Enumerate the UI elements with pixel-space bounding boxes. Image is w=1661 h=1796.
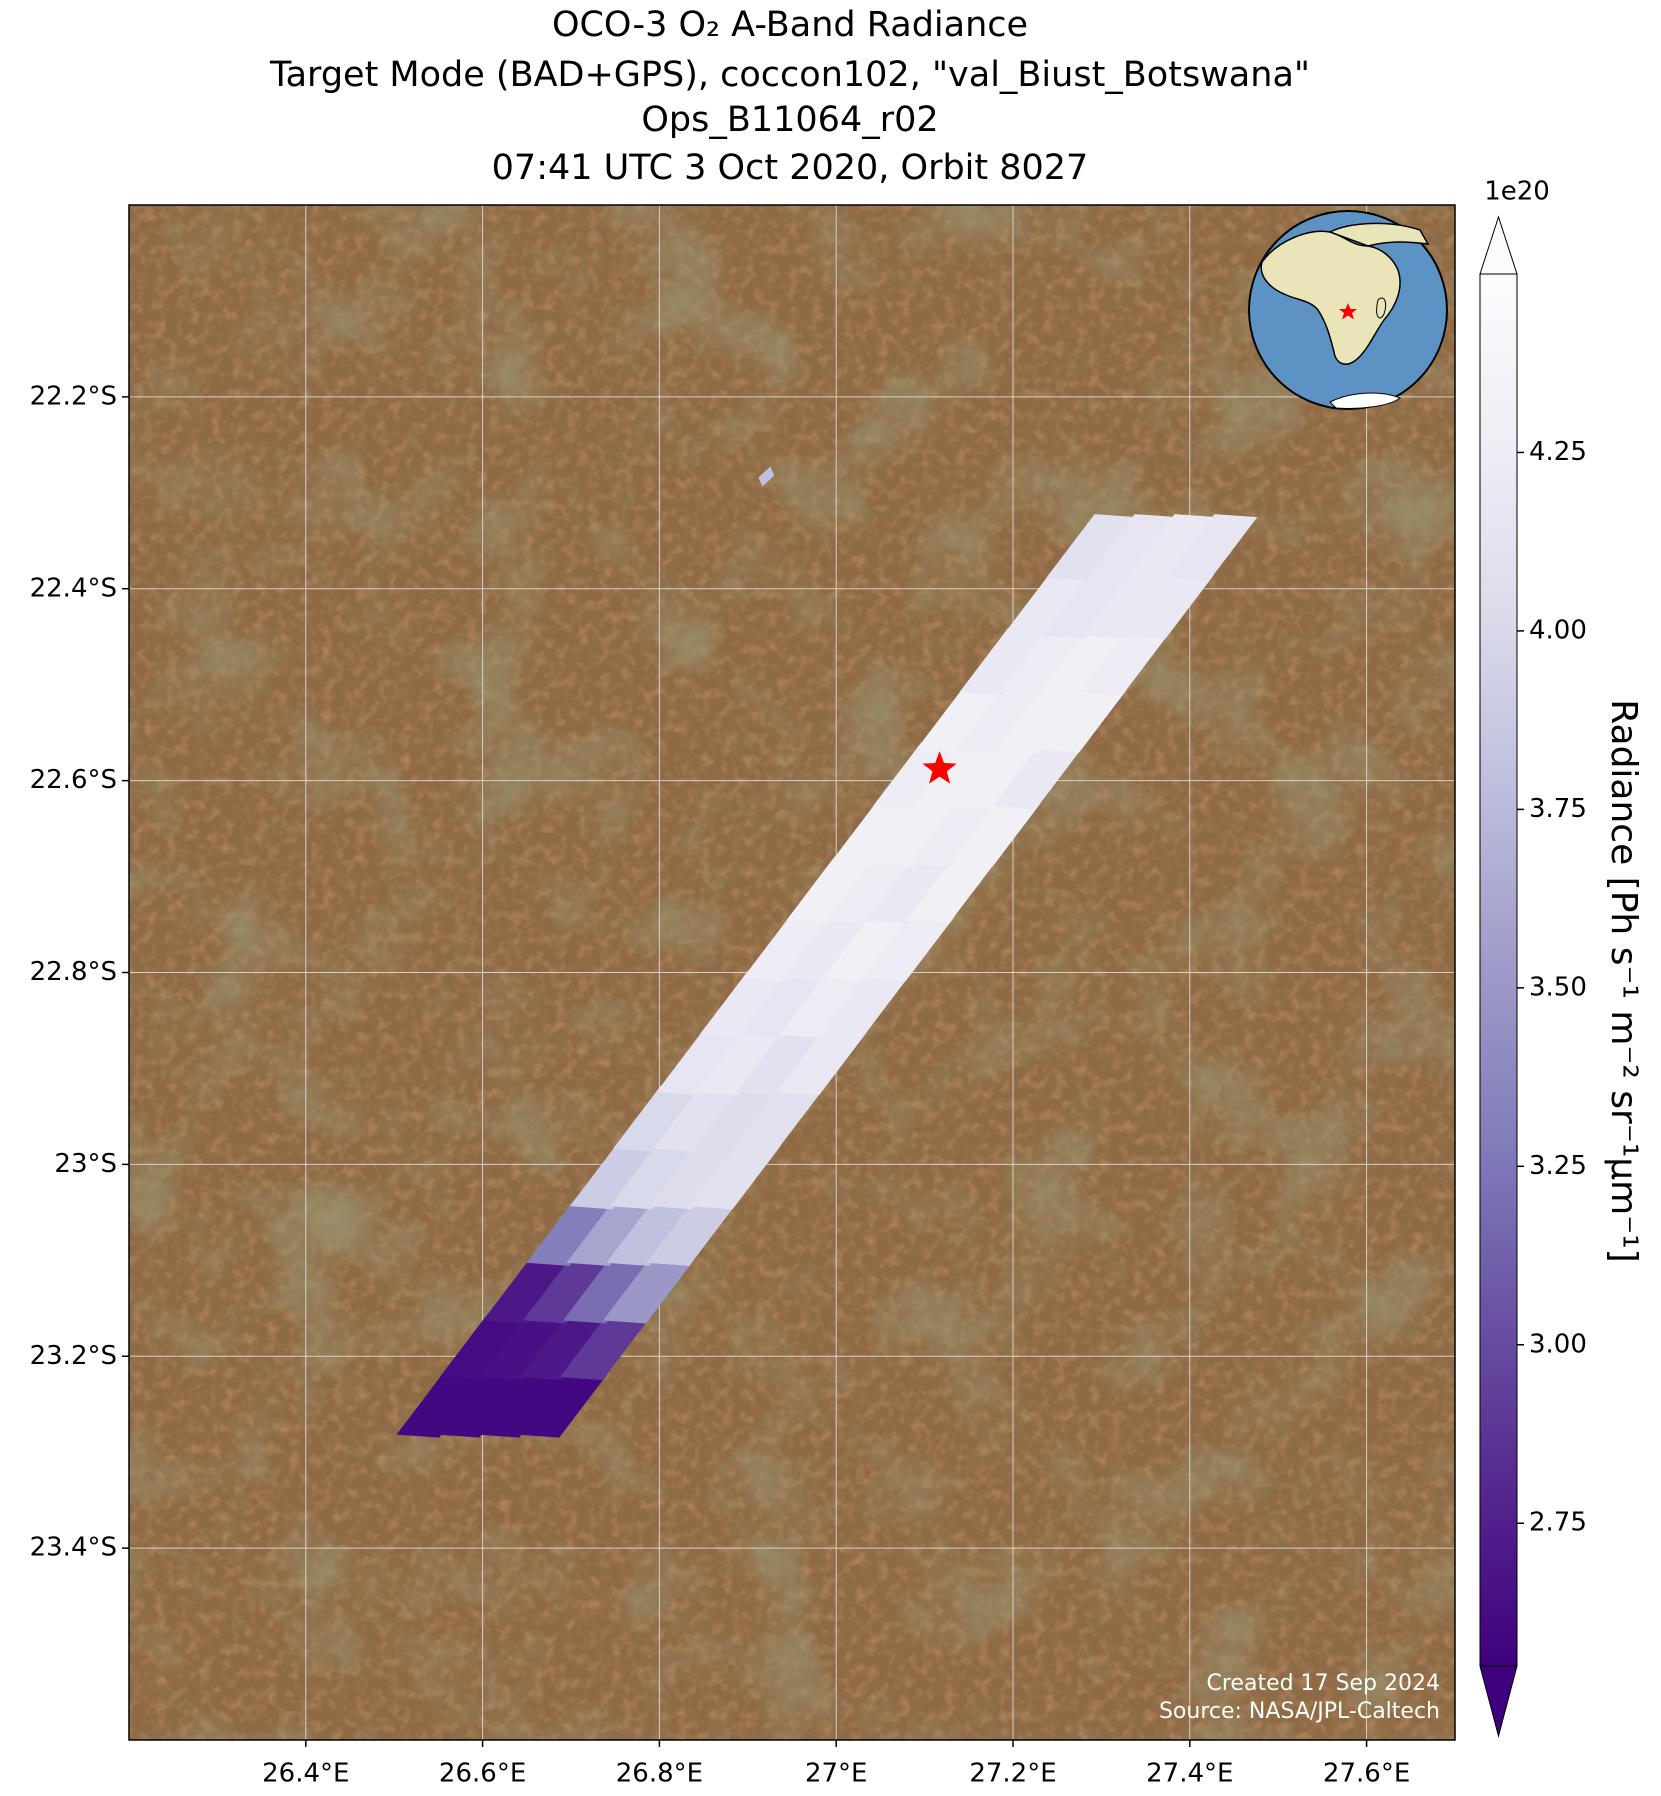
x-tick-label: 27.2°E [969, 1759, 1056, 1789]
x-tick-label: 27.6°E [1323, 1759, 1410, 1789]
globe-target [1339, 303, 1357, 320]
annotation: Created 17 Sep 2024 [1207, 1671, 1441, 1696]
colorbar-body [1479, 273, 1518, 1667]
colorbar-extend-top [1479, 215, 1518, 275]
colorbar-extend-bottom [1479, 1665, 1518, 1738]
swath [396, 466, 1258, 1438]
colorbar-tick-label: 2.75 [1529, 1508, 1587, 1538]
y-tick-label: 22.2°S [30, 381, 117, 411]
title-line: 07:41 UTC 3 Oct 2020, Orbit 8027 [492, 148, 1089, 188]
y-tick-label: 23°S [54, 1149, 117, 1179]
x-tick-label: 26.8°E [616, 1759, 703, 1789]
colorbar-label: Radiance [Ph s⁻¹ m⁻² sr⁻¹μm⁻¹] [1603, 699, 1644, 1262]
y-tick-label: 22.6°S [30, 765, 117, 795]
y-tick-label: 23.2°S [30, 1341, 117, 1371]
x-tick-label: 27°E [805, 1759, 868, 1789]
annotation: Source: NASA/JPL-Caltech [1159, 1699, 1440, 1724]
sounding [758, 466, 775, 487]
colorbar-tick-label: 3.75 [1529, 794, 1587, 824]
colorbar-tick-label: 3.50 [1529, 972, 1587, 1002]
y-tick-label: 22.8°S [30, 957, 117, 987]
x-tick-label: 27.4°E [1146, 1759, 1233, 1789]
colorbar-tick-label: 4.25 [1529, 437, 1587, 467]
globe-land [1376, 297, 1387, 319]
sounding [1166, 514, 1258, 581]
x-tick-label: 26.6°E [439, 1759, 526, 1789]
colorbar-tick-label: 4.00 [1529, 615, 1587, 645]
colorbar-tick-label: 3.25 [1529, 1151, 1587, 1181]
target-marker [922, 751, 957, 784]
title-line: OCO-3 O₂ A-Band Radiance [552, 5, 1028, 45]
globe-inset [1248, 210, 1448, 410]
y-tick-label: 22.4°S [30, 573, 117, 603]
colorbar: 2.75 3.00 3.25 3.50 3.75 4.00 4.25 1e20 Radiance… [1479, 177, 1644, 1738]
globe-ice [1329, 392, 1401, 409]
y-tick-label: 23.4°S [30, 1533, 117, 1563]
title-line: Ops_B11064_r02 [641, 100, 938, 140]
colorbar-offset-label: 1e20 [1484, 177, 1550, 207]
title-line: Target Mode (BAD+GPS), coccon102, "val_B… [269, 55, 1310, 95]
x-tick-label: 26.4°E [262, 1759, 349, 1789]
colorbar-tick-label: 3.00 [1529, 1329, 1587, 1359]
globe-land [1328, 222, 1430, 247]
